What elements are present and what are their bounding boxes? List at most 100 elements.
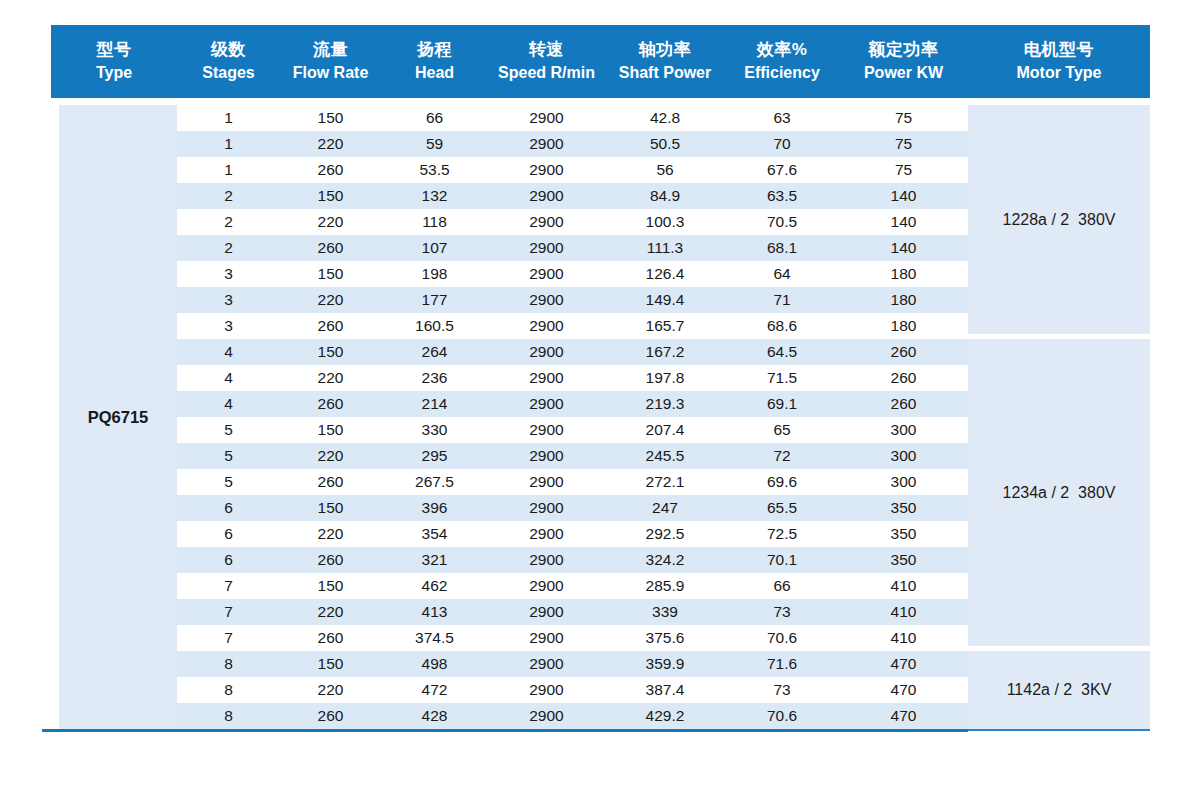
col-header-flow-rate-zh: 流量 [313, 38, 348, 62]
pump-type-merged-cell: PQ6715 [59, 105, 177, 729]
cell-speed: 2900 [488, 473, 605, 491]
cell-efficiency: 65 [725, 421, 839, 439]
col-header-efficiency: 效率% Efficiency [725, 25, 839, 98]
cell-head: 160.5 [381, 317, 488, 335]
cell-power-kw: 350 [839, 551, 968, 569]
cell-speed: 2900 [488, 213, 605, 231]
col-header-speed-en: Speed R/min [498, 62, 595, 84]
cell-shaft-power: 167.2 [605, 343, 725, 361]
cell-head: 107 [381, 239, 488, 257]
table-body-rows: 1 150 66 2900 42.8 63 75 1 220 59 2900 5… [177, 105, 968, 729]
cell-shaft-power: 387.4 [605, 681, 725, 699]
cell-power-kw: 470 [839, 655, 968, 673]
cell-shaft-power: 165.7 [605, 317, 725, 335]
cell-shaft-power: 375.6 [605, 629, 725, 647]
pump-spec-table: 型号 Type 级数 Stages 流量 Flow Rate 扬程 Head 转… [51, 25, 1150, 729]
cell-shaft-power: 100.3 [605, 213, 725, 231]
table-row: 2 260 107 2900 111.3 68.1 140 [177, 235, 968, 261]
cell-power-kw: 180 [839, 291, 968, 309]
motor-type-group-2-label: 1234a / 2 380V [1003, 484, 1116, 502]
motor-type-group-1-label: 1228a / 2 380V [1003, 211, 1116, 229]
cell-shaft-power: 50.5 [605, 135, 725, 153]
cell-flow-rate: 220 [280, 447, 381, 465]
table-row: 4 260 214 2900 219.3 69.1 260 [177, 391, 968, 417]
cell-efficiency: 68.6 [725, 317, 839, 335]
cell-head: 118 [381, 213, 488, 231]
cell-speed: 2900 [488, 525, 605, 543]
table-row: 5 220 295 2900 245.5 72 300 [177, 443, 968, 469]
col-header-power-kw-en: Power KW [864, 62, 943, 84]
table-row: 3 150 198 2900 126.4 64 180 [177, 261, 968, 287]
cell-efficiency: 72.5 [725, 525, 839, 543]
cell-stages: 4 [177, 369, 280, 387]
cell-efficiency: 73 [725, 603, 839, 621]
cell-flow-rate: 260 [280, 317, 381, 335]
cell-stages: 8 [177, 707, 280, 725]
motor-type-group-3-label: 1142a / 2 3KV [1007, 681, 1112, 699]
cell-efficiency: 70.6 [725, 629, 839, 647]
motor-type-column: 1228a / 2 380V 1234a / 2 380V 1142a / 2 … [968, 105, 1150, 729]
col-header-stages-en: Stages [202, 62, 254, 84]
cell-head: 374.5 [381, 629, 488, 647]
cell-speed: 2900 [488, 291, 605, 309]
col-header-motor-type-en: Motor Type [1016, 62, 1101, 84]
cell-flow-rate: 260 [280, 161, 381, 179]
cell-head: 236 [381, 369, 488, 387]
cell-stages: 6 [177, 499, 280, 517]
cell-flow-rate: 260 [280, 551, 381, 569]
table-row: 1 260 53.5 2900 56 67.6 75 [177, 157, 968, 183]
table-row: 2 220 118 2900 100.3 70.5 140 [177, 209, 968, 235]
cell-speed: 2900 [488, 499, 605, 517]
cell-speed: 2900 [488, 577, 605, 595]
cell-flow-rate: 260 [280, 629, 381, 647]
cell-shaft-power: 245.5 [605, 447, 725, 465]
table-row: 4 220 236 2900 197.8 71.5 260 [177, 365, 968, 391]
cell-speed: 2900 [488, 421, 605, 439]
cell-speed: 2900 [488, 395, 605, 413]
cell-stages: 5 [177, 421, 280, 439]
cell-speed: 2900 [488, 681, 605, 699]
cell-flow-rate: 260 [280, 395, 381, 413]
col-header-head-en: Head [415, 62, 454, 84]
col-header-power-kw: 额定功率 Power KW [839, 25, 968, 98]
cell-head: 214 [381, 395, 488, 413]
pump-type-label: PQ6715 [88, 408, 149, 427]
cell-shaft-power: 42.8 [605, 109, 725, 127]
motor-type-group-2: 1234a / 2 380V [968, 339, 1150, 646]
col-header-efficiency-zh: 效率% [757, 38, 808, 62]
cell-stages: 3 [177, 317, 280, 335]
cell-power-kw: 140 [839, 239, 968, 257]
cell-stages: 3 [177, 291, 280, 309]
col-header-motor-type: 电机型号 Motor Type [968, 25, 1150, 98]
cell-stages: 1 [177, 135, 280, 153]
cell-stages: 2 [177, 239, 280, 257]
cell-head: 132 [381, 187, 488, 205]
cell-efficiency: 68.1 [725, 239, 839, 257]
cell-shaft-power: 247 [605, 499, 725, 517]
cell-shaft-power: 285.9 [605, 577, 725, 595]
cell-head: 295 [381, 447, 488, 465]
col-header-flow-rate-en: Flow Rate [293, 62, 369, 84]
cell-stages: 7 [177, 603, 280, 621]
cell-speed: 2900 [488, 707, 605, 725]
cell-flow-rate: 260 [280, 473, 381, 491]
cell-efficiency: 70.6 [725, 707, 839, 725]
cell-head: 264 [381, 343, 488, 361]
table-row: 4 150 264 2900 167.2 64.5 260 [177, 339, 968, 365]
cell-shaft-power: 207.4 [605, 421, 725, 439]
cell-shaft-power: 219.3 [605, 395, 725, 413]
col-header-shaft-power: 轴功率 Shaft Power [605, 25, 725, 98]
table-bottom-border-main [42, 729, 968, 732]
cell-power-kw: 410 [839, 577, 968, 595]
table-row: 1 150 66 2900 42.8 63 75 [177, 105, 968, 131]
cell-stages: 1 [177, 109, 280, 127]
cell-head: 498 [381, 655, 488, 673]
table-row: 3 220 177 2900 149.4 71 180 [177, 287, 968, 313]
table-body: PQ6715 1 150 66 2900 42.8 63 75 1 220 59… [51, 105, 1150, 729]
cell-efficiency: 71.6 [725, 655, 839, 673]
table-row: 6 220 354 2900 292.5 72.5 350 [177, 521, 968, 547]
col-header-efficiency-en: Efficiency [744, 62, 820, 84]
cell-flow-rate: 220 [280, 525, 381, 543]
cell-head: 396 [381, 499, 488, 517]
cell-efficiency: 73 [725, 681, 839, 699]
